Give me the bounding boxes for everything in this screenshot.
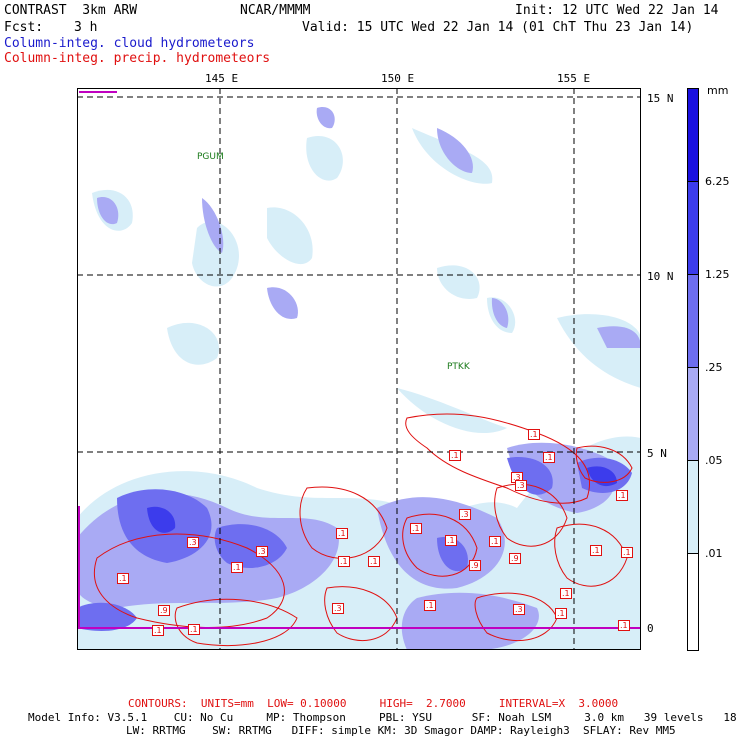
contour-label: .1 xyxy=(555,608,567,619)
contour-label: .3 xyxy=(515,480,527,491)
contour-label: .1 xyxy=(338,556,350,567)
colorbar-segment-2 xyxy=(687,181,699,275)
field-cloud-label: Column-integ. cloud hydrometeors xyxy=(4,36,255,51)
fcst-value: 3 h xyxy=(74,20,98,35)
contour-label: .9 xyxy=(509,553,521,564)
contour-label: .1 xyxy=(410,523,422,534)
model-info-line2: LW: RRTMG SW: RRTMG DIFF: simple KM: 3D … xyxy=(126,724,676,737)
model-title: CONTRAST 3km ARW xyxy=(4,3,138,18)
contour-label: .1 xyxy=(616,490,628,501)
contour-label: .1 xyxy=(590,545,602,556)
contour-label: .9 xyxy=(158,605,170,616)
contour-label: .9 xyxy=(469,560,481,571)
map-plot xyxy=(77,88,641,650)
contour-label: .1 xyxy=(336,528,348,539)
colorbar-label: .01 xyxy=(705,547,723,560)
contour-label: .3 xyxy=(332,603,344,614)
station-pgum: PGUM xyxy=(197,152,224,162)
contour-label: .3 xyxy=(459,509,471,520)
lat-label-5n: 5 N xyxy=(647,447,667,460)
lat-label-15n: 15 N xyxy=(647,92,674,105)
precip-contour-layer xyxy=(93,413,633,647)
cloud-fill-layer xyxy=(77,107,641,650)
map-frame xyxy=(77,88,641,650)
contour-label: .1 xyxy=(445,535,457,546)
colorbar-unit: mm xyxy=(707,84,729,97)
colorbar-label: 1.25 xyxy=(705,268,730,281)
colorbar-segment-4 xyxy=(687,367,699,461)
contour-label: .1 xyxy=(188,624,200,635)
colorbar-segment-3 xyxy=(687,274,699,368)
lat-label-0: 0 xyxy=(647,622,654,635)
valid-time: Valid: 15 UTC Wed 22 Jan 14 (01 ChT Thu … xyxy=(302,20,694,35)
model-info-line1: Model Info: V3.5.1 CU: No Cu MP: Thompso… xyxy=(28,711,740,724)
contour-label: .1 xyxy=(621,547,633,558)
fcst-label: Fcst: xyxy=(4,20,44,35)
colorbar-segment-6 xyxy=(687,553,699,651)
contour-label: .1 xyxy=(489,536,501,547)
contour-label: .3 xyxy=(513,604,525,615)
contour-label: .3 xyxy=(256,546,268,557)
colorbar-segment-1 xyxy=(687,88,699,182)
colorbar-segment-5 xyxy=(687,460,699,554)
colorbar-label: .25 xyxy=(705,361,723,374)
colorbar-label: .05 xyxy=(705,454,723,467)
lon-label-150: 150 E xyxy=(381,72,415,85)
lon-label-155: 155 E xyxy=(557,72,591,85)
contour-label: .1 xyxy=(368,556,380,567)
lon-label-145: 145 E xyxy=(205,72,239,85)
contour-label: .1 xyxy=(543,452,555,463)
org-label: NCAR/MMMM xyxy=(240,3,311,18)
colorbar-label: 6.25 xyxy=(705,175,730,188)
station-ptkk: PTKK xyxy=(447,362,470,372)
contour-label: .1 xyxy=(152,625,164,636)
contour-label: .1 xyxy=(560,588,572,599)
grid-lines xyxy=(77,88,641,650)
contour-label: .3 xyxy=(187,537,199,548)
contour-label: .1 xyxy=(117,573,129,584)
init-time: Init: 12 UTC Wed 22 Jan 14 xyxy=(515,3,719,18)
contours-info: CONTOURS: UNITS=mm LOW= 0.10000 HIGH= 2.… xyxy=(128,697,619,710)
lat-label-10n: 10 N xyxy=(647,270,674,283)
contour-label: .1 xyxy=(449,450,461,461)
field-precip-label: Column-integ. precip. hydrometeors xyxy=(4,51,271,66)
contour-label: .1 xyxy=(618,620,630,631)
contour-label: .1 xyxy=(231,562,243,573)
contour-label: .1 xyxy=(424,600,436,611)
contour-label: .1 xyxy=(528,429,540,440)
